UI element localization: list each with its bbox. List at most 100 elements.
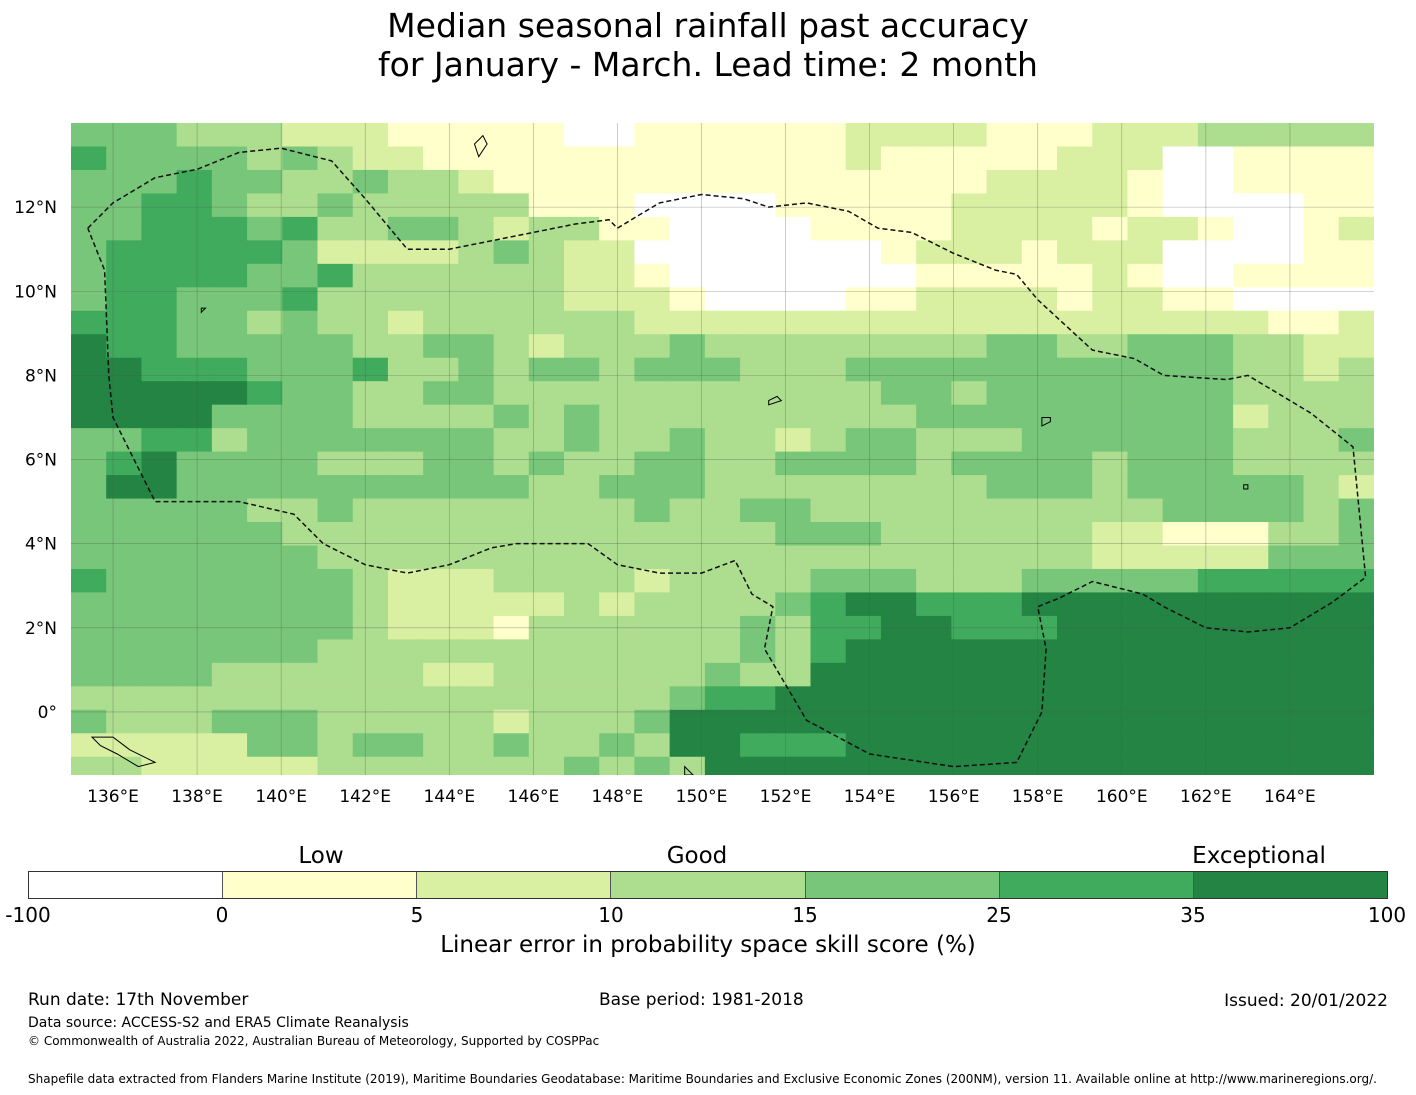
- grid-cell: [282, 545, 319, 570]
- category-low: Low: [298, 843, 344, 869]
- grid-cell: [634, 357, 671, 382]
- grid-cell: [106, 123, 143, 148]
- grid-cell: [986, 169, 1023, 195]
- grid-cell: [1233, 357, 1269, 382]
- grid-cell: [1092, 498, 1129, 523]
- copyright: © Commonwealth of Australia 2022, Austra…: [28, 1034, 600, 1048]
- grid-cell: [317, 592, 354, 617]
- island-outline: [90, 736, 157, 768]
- grid-cell: [951, 357, 988, 382]
- colorbar-tick: 10: [598, 903, 624, 927]
- grid-cell: [845, 545, 882, 570]
- grid-cell: [1233, 475, 1269, 500]
- grid-cell: [141, 568, 178, 594]
- longitude-tick-label: 142°E: [339, 787, 391, 807]
- grid-cell: [986, 451, 1023, 476]
- grid-cell: [71, 428, 107, 453]
- grid-cell: [528, 662, 565, 687]
- grid-cell: [845, 428, 882, 453]
- grid-cell: [845, 568, 882, 594]
- grid-cell: [916, 545, 952, 570]
- grid-cell: [1162, 592, 1199, 617]
- longitude-ticks: 136°E 138°E 140°E 142°E 144°E 146°E 148°E 150°E…: [87, 787, 1316, 807]
- grid-cell: [1092, 287, 1129, 312]
- grid-cell: [1021, 404, 1058, 429]
- colorbar-caption: Linear error in probability space skill …: [440, 932, 976, 958]
- grid-cell: [1127, 662, 1164, 687]
- grid-cell: [71, 451, 107, 476]
- grid-cell: [634, 216, 671, 241]
- grid-cell: [176, 756, 213, 775]
- grid-cell: [775, 686, 812, 711]
- grid-cell: [528, 568, 565, 594]
- graticule: [71, 123, 1374, 775]
- grid-cell: [564, 709, 600, 734]
- grid-cell: [458, 709, 495, 734]
- grid-cell: [176, 498, 213, 523]
- grid-cell: [951, 123, 988, 148]
- grid-cell: [1268, 756, 1305, 775]
- grid-cell: [352, 592, 389, 617]
- grid-cell: [1233, 545, 1269, 570]
- grid-cell: [1303, 428, 1340, 453]
- grid-cell: [1338, 123, 1374, 148]
- grid-cell: [1092, 639, 1129, 664]
- longitude-tick-label: 148°E: [592, 787, 644, 807]
- grid-cell: [106, 592, 143, 617]
- grid-cell: [71, 522, 107, 547]
- grid-cell: [141, 123, 178, 148]
- grid-cell: [1127, 263, 1164, 288]
- grid-cell: [1021, 592, 1058, 617]
- grid-cell: [775, 287, 812, 312]
- grid-cell: [669, 686, 706, 711]
- grid-cell: [880, 475, 917, 500]
- grid-cell: [1057, 428, 1093, 453]
- grid-cell: [1303, 475, 1340, 500]
- grid-cell: [810, 240, 847, 265]
- grid-cell: [564, 404, 600, 429]
- grid-cell: [352, 381, 389, 406]
- grid-cell: [493, 287, 530, 312]
- grid-cell: [211, 404, 248, 429]
- grid-cell: [247, 756, 283, 775]
- grid-cell: [1233, 263, 1269, 288]
- grid-cell: [916, 733, 952, 758]
- grid-cell: [951, 240, 988, 265]
- grid-cell: [669, 498, 706, 523]
- grid-cell: [317, 357, 354, 382]
- grid-cell: [1233, 428, 1269, 453]
- grid-cell: [1092, 592, 1129, 617]
- grid-cell: [458, 498, 495, 523]
- grid-cell: [1021, 709, 1058, 734]
- grid-cell: [880, 498, 917, 523]
- grid-cell: [528, 686, 565, 711]
- grid-cell: [211, 686, 248, 711]
- grid-cell: [141, 240, 178, 265]
- grid-cell: [564, 686, 600, 711]
- grid-cell: [1092, 428, 1129, 453]
- grid-cell: [1057, 216, 1093, 241]
- grid-cell: [810, 522, 847, 547]
- grid-cell: [916, 686, 952, 711]
- grid-cell: [1338, 498, 1374, 523]
- grid-cell: [1057, 263, 1093, 288]
- grid-cell: [282, 169, 319, 195]
- grid-cell: [1127, 216, 1164, 241]
- grid-cell: [564, 756, 600, 775]
- grid-cell: [951, 592, 988, 617]
- grid-cell: [528, 123, 565, 148]
- grid-cell: [1127, 310, 1164, 335]
- grid-cell: [282, 592, 319, 617]
- grid-cell: [1303, 193, 1340, 218]
- eez-boundary: [87, 147, 1367, 768]
- grid-cell: [247, 123, 283, 148]
- grid-cell: [317, 193, 354, 218]
- grid-cell: [423, 568, 459, 594]
- grid-cell: [1057, 686, 1093, 711]
- grid-cell: [141, 639, 178, 664]
- grid-cell: [282, 216, 319, 241]
- grid-cell: [282, 498, 319, 523]
- grid-cell: [704, 662, 741, 687]
- grid-cell: [986, 592, 1023, 617]
- grid-cell: [176, 404, 213, 429]
